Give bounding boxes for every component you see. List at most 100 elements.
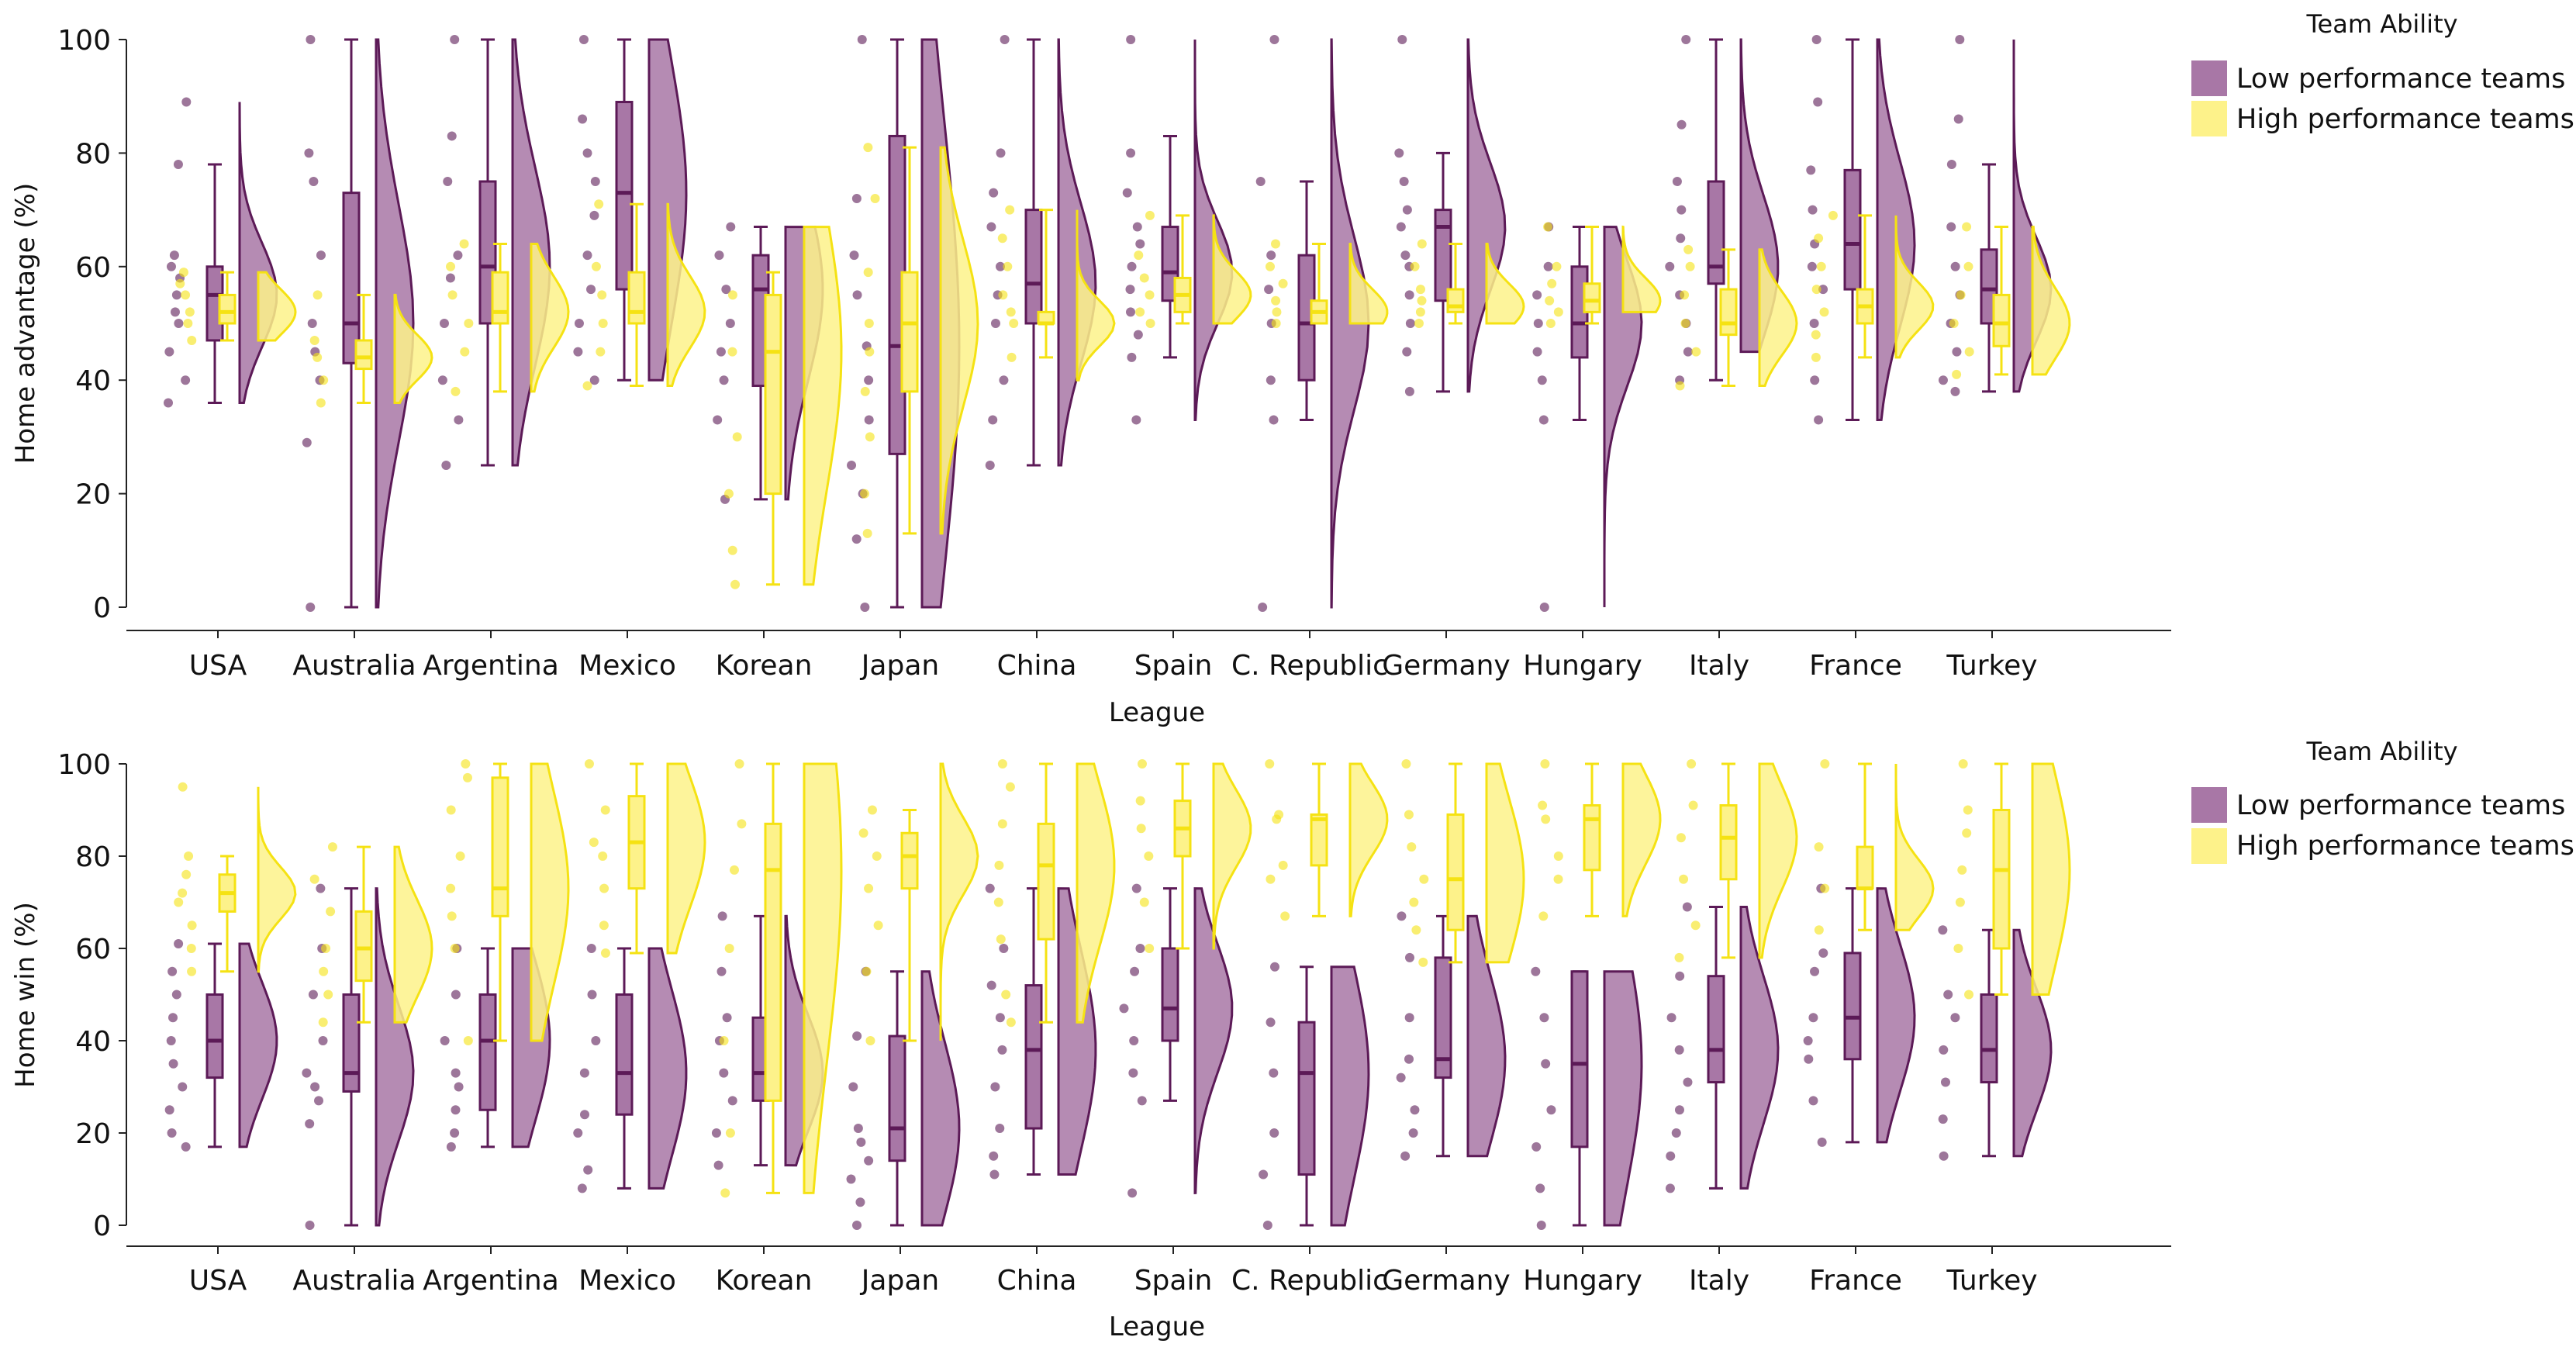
high-series-australia bbox=[309, 290, 433, 408]
data-point bbox=[1126, 35, 1136, 44]
low-series-france bbox=[1803, 883, 1916, 1147]
data-point bbox=[986, 980, 996, 990]
data-point bbox=[1545, 295, 1555, 306]
data-point bbox=[1814, 925, 1824, 935]
data-point bbox=[451, 386, 461, 396]
data-point bbox=[1814, 842, 1824, 852]
y-tick-label: 80 bbox=[75, 138, 111, 170]
data-point bbox=[1274, 810, 1284, 820]
data-point bbox=[326, 907, 336, 917]
data-point bbox=[1820, 759, 1830, 769]
data-point bbox=[1136, 824, 1146, 834]
data-point bbox=[998, 290, 1008, 300]
data-point bbox=[1938, 375, 1948, 385]
box-iqr bbox=[218, 293, 237, 325]
data-point bbox=[1266, 1017, 1276, 1028]
density-cloud bbox=[647, 947, 688, 1190]
high-series-korean bbox=[719, 759, 843, 1198]
data-point bbox=[1408, 1128, 1418, 1138]
data-point bbox=[1672, 177, 1682, 186]
high-series-hungary bbox=[1538, 759, 1662, 921]
data-point bbox=[730, 579, 741, 589]
x-ticks: USA Australia Argentina Mexico Korean Japan Ch… bbox=[189, 1246, 2038, 1297]
data-point bbox=[587, 990, 597, 1000]
data-point bbox=[852, 1221, 862, 1230]
data-point bbox=[1666, 1151, 1676, 1161]
y-ticks: 0 20 40 60 80 100 bbox=[57, 749, 126, 1242]
y-tick-label: 40 bbox=[75, 1026, 111, 1058]
density-cloud bbox=[1212, 214, 1252, 325]
high-series-c-republic bbox=[1265, 759, 1389, 921]
low-series-china bbox=[985, 883, 1097, 1180]
data-point bbox=[864, 883, 874, 893]
data-point bbox=[1129, 1036, 1139, 1045]
data-point bbox=[1399, 177, 1409, 186]
data-point bbox=[713, 1160, 723, 1170]
y-tick-label: 0 bbox=[93, 592, 111, 624]
x-tick-label: Korean bbox=[716, 1265, 813, 1297]
data-point bbox=[454, 415, 464, 425]
density-cloud bbox=[1466, 38, 1507, 393]
data-point bbox=[1266, 375, 1276, 385]
data-point bbox=[174, 897, 184, 907]
low-series-c-republic bbox=[1259, 962, 1370, 1230]
legend-swatch-high bbox=[2191, 101, 2227, 136]
data-point bbox=[1811, 330, 1821, 340]
data-point bbox=[1404, 1054, 1414, 1064]
data-point bbox=[1417, 239, 1427, 249]
data-point bbox=[1131, 883, 1141, 893]
low-series-usa bbox=[164, 939, 278, 1152]
data-point bbox=[309, 335, 319, 345]
data-point bbox=[1817, 1137, 1827, 1147]
data-point bbox=[1402, 205, 1412, 215]
x-tick-label: Japan bbox=[860, 650, 939, 682]
low-series-france bbox=[1806, 35, 1916, 425]
data-point bbox=[864, 319, 874, 328]
density-cloud bbox=[1485, 762, 1525, 964]
data-point bbox=[852, 290, 862, 300]
high-series-mexico bbox=[584, 759, 706, 958]
box-iqr bbox=[1583, 804, 1601, 872]
x-tick-label: Mexico bbox=[578, 1265, 676, 1297]
data-point bbox=[995, 1124, 1005, 1134]
data-point bbox=[846, 1174, 856, 1184]
data-point bbox=[1400, 250, 1411, 261]
data-point bbox=[1538, 415, 1549, 425]
data-point bbox=[573, 347, 583, 357]
data-point bbox=[1547, 278, 1557, 288]
data-point bbox=[302, 437, 312, 447]
data-point bbox=[1533, 319, 1543, 328]
data-point bbox=[178, 888, 188, 898]
data-point bbox=[1814, 415, 1824, 425]
data-point bbox=[1683, 244, 1694, 254]
data-point bbox=[171, 290, 181, 300]
data-point bbox=[310, 1082, 320, 1092]
x-tick-label: Hungary bbox=[1523, 1265, 1642, 1297]
data-point bbox=[445, 273, 455, 283]
data-point bbox=[1130, 966, 1140, 976]
data-point bbox=[171, 990, 181, 1000]
data-point bbox=[989, 188, 999, 198]
data-point bbox=[855, 1197, 865, 1207]
data-point bbox=[1266, 250, 1276, 261]
data-point bbox=[1402, 347, 1412, 357]
plot-area bbox=[164, 35, 2071, 612]
low-series-spain bbox=[1119, 883, 1234, 1198]
data-point bbox=[1135, 944, 1145, 953]
data-point bbox=[1001, 990, 1011, 1000]
data-point bbox=[862, 966, 872, 976]
box-iqr bbox=[1992, 293, 2011, 347]
data-point bbox=[1541, 1059, 1551, 1069]
data-point bbox=[580, 1110, 590, 1120]
low-series-italy bbox=[1665, 902, 1780, 1193]
data-point bbox=[166, 261, 176, 271]
legend-label-low: Low performance teams bbox=[2236, 64, 2565, 95]
x-tick-label: France bbox=[1809, 1265, 1902, 1297]
data-point bbox=[1145, 319, 1155, 328]
density-cloud bbox=[1876, 887, 1916, 1144]
data-point bbox=[1953, 114, 1963, 124]
low-series-argentina bbox=[440, 944, 551, 1152]
data-point bbox=[589, 838, 599, 848]
legend-label-high: High performance teams bbox=[2236, 831, 2574, 862]
y-tick-label: 60 bbox=[75, 252, 111, 284]
